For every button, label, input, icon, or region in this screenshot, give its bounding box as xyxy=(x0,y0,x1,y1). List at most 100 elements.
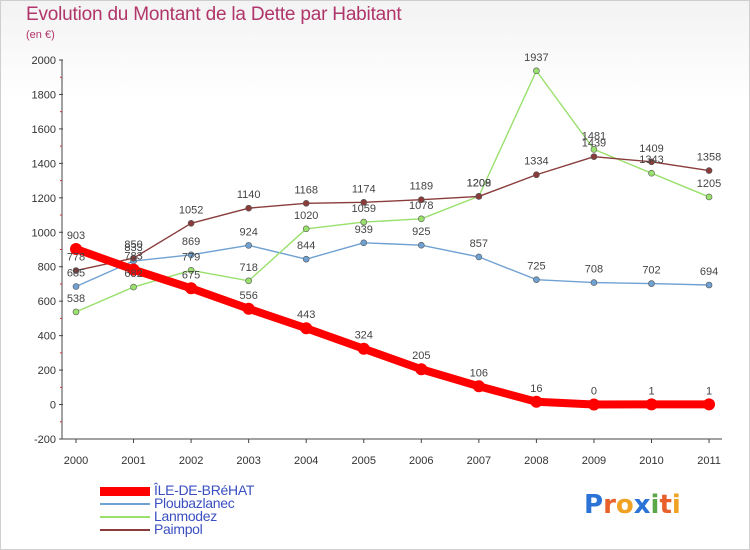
data-point xyxy=(302,255,310,263)
data-point xyxy=(417,241,425,249)
x-tick-label: 2009 xyxy=(582,455,606,467)
logo-letter: o xyxy=(615,490,634,520)
data-label: 939 xyxy=(355,224,373,236)
data-label: 1439 xyxy=(582,138,606,150)
y-tick-label: 200 xyxy=(38,365,56,377)
data-point xyxy=(587,398,600,411)
data-point xyxy=(130,283,137,291)
series-line-2 xyxy=(75,70,710,313)
y-tick-label: 2000 xyxy=(32,55,56,67)
y-tick-label: -200 xyxy=(34,434,56,446)
data-point xyxy=(590,279,598,286)
logo-letter: r xyxy=(603,490,616,520)
data-label: 869 xyxy=(182,236,200,248)
x-tick-label: 2005 xyxy=(352,455,376,467)
legend-label: ÎLE-DE-BRéHAT xyxy=(154,482,255,498)
data-point xyxy=(417,215,425,223)
legend-swatch-blue xyxy=(100,503,150,505)
x-tick-label: 2007 xyxy=(467,455,491,467)
data-label: 718 xyxy=(239,262,257,274)
data-point xyxy=(187,220,195,227)
y-tick-label: 1800 xyxy=(32,89,56,101)
y-tick-label: 1400 xyxy=(32,158,56,170)
data-point xyxy=(300,322,313,335)
y-tick-label: 800 xyxy=(38,262,56,274)
data-label: 1140 xyxy=(237,189,261,201)
data-point xyxy=(533,171,540,179)
data-point xyxy=(705,167,713,174)
logo-letter: t xyxy=(659,490,672,520)
data-label: 833 xyxy=(124,242,142,254)
data-label: 1020 xyxy=(294,210,318,222)
data-label: 0 xyxy=(591,386,597,398)
data-label: 205 xyxy=(412,350,430,362)
data-point xyxy=(70,242,82,255)
legend-swatch-brown xyxy=(100,529,150,531)
data-label: 725 xyxy=(527,261,545,273)
data-point xyxy=(415,363,428,376)
logo-letter: i xyxy=(671,490,681,520)
data-label: 556 xyxy=(239,290,257,302)
legend-swatch-green xyxy=(100,516,150,518)
data-point xyxy=(417,196,425,204)
x-tick-label: 2004 xyxy=(294,455,318,467)
data-label: 443 xyxy=(297,309,315,321)
data-label: 1481 xyxy=(582,130,606,142)
data-label: 685 xyxy=(67,268,85,280)
data-point xyxy=(72,267,80,274)
data-point xyxy=(357,342,370,355)
data-label: 844 xyxy=(297,240,315,252)
x-tick-label: 2011 xyxy=(697,455,721,467)
logo-letter: P xyxy=(584,490,604,520)
data-label: 924 xyxy=(239,226,257,238)
data-label: 783 xyxy=(124,251,142,263)
data-label: 850 xyxy=(124,239,142,251)
data-point xyxy=(530,395,543,408)
x-tick-label: 2003 xyxy=(236,455,260,467)
data-label: 538 xyxy=(67,293,85,305)
chart-unit: (en €) xyxy=(26,29,55,41)
data-label: 675 xyxy=(182,269,200,281)
data-label: 1343 xyxy=(639,154,663,166)
data-label: 1209 xyxy=(467,177,491,189)
data-label: 1052 xyxy=(179,204,203,216)
axes: -200 0 200 400 600 800 1000 1200 1400 1600 1800 200… xyxy=(32,55,722,467)
data-point xyxy=(360,239,368,247)
data-point xyxy=(245,204,252,212)
legend-label: Ploubazlanec xyxy=(154,495,235,511)
legend-swatch-red xyxy=(100,487,150,496)
x-tick-label: 2001 xyxy=(121,455,145,467)
data-label: 1208 xyxy=(467,177,491,189)
y-tick-label: 400 xyxy=(38,331,56,343)
data-label: 1334 xyxy=(524,156,548,168)
data-label: 1168 xyxy=(294,184,318,196)
x-tick-label: 2002 xyxy=(179,455,203,467)
data-point xyxy=(185,282,198,295)
data-point xyxy=(590,146,598,153)
data-point xyxy=(360,218,368,226)
y-tick-label: 1200 xyxy=(32,193,56,205)
chart-title: Evolution du Montant de la Dette par Hab… xyxy=(26,4,402,25)
data-point xyxy=(533,67,540,75)
y-tick-label: 1600 xyxy=(32,124,56,136)
logo-letter: i xyxy=(650,490,660,520)
data-label: 708 xyxy=(585,264,603,276)
data-label: 1078 xyxy=(409,200,433,212)
x-tick-label: 2006 xyxy=(409,455,433,467)
data-point xyxy=(705,193,713,201)
data-label: 106 xyxy=(470,367,488,379)
series-line-0 xyxy=(72,244,714,409)
data-label: 694 xyxy=(700,266,718,278)
legend-label: Lanmodez xyxy=(154,508,217,524)
data-point xyxy=(130,254,137,262)
data-label: 1 xyxy=(648,385,654,397)
legend-label: Paimpol xyxy=(154,521,203,537)
data-label: 925 xyxy=(412,226,430,238)
data-point xyxy=(242,302,255,315)
data-point xyxy=(475,253,483,261)
data-point xyxy=(245,277,252,285)
x-tick-label: 2010 xyxy=(639,455,663,467)
data-label: 1 xyxy=(706,385,712,397)
